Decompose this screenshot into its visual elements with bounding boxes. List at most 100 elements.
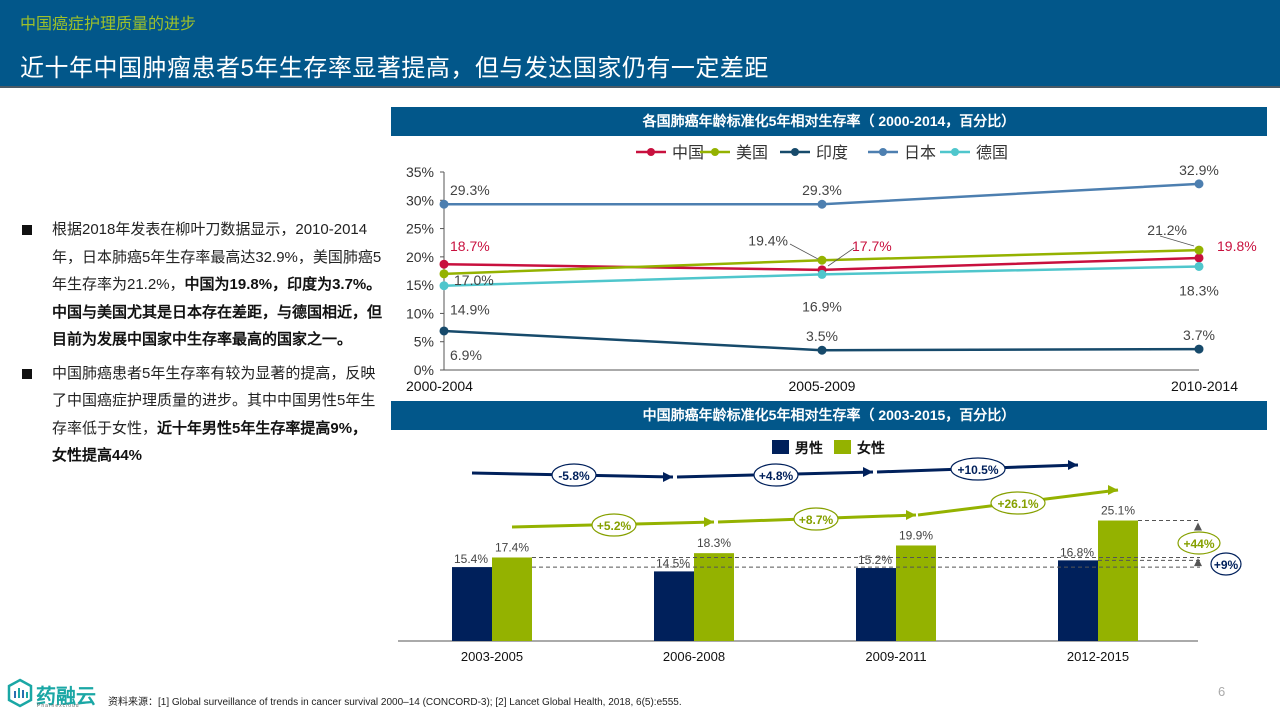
data-label: 15.2% xyxy=(858,553,892,567)
legend-label: 美国 xyxy=(736,144,768,162)
data-point xyxy=(817,255,827,265)
slide-header: 中国癌症护理质量的进步 近十年中国肿瘤患者5年生存率显著提高，但与发达国家仍有一… xyxy=(0,0,1280,88)
legend-marker-德国 xyxy=(951,148,959,156)
data-label: 14.5% xyxy=(656,556,690,570)
male-change-badge xyxy=(753,463,799,487)
data-label: 19.8% xyxy=(1217,238,1257,254)
data-point xyxy=(439,281,449,291)
data-label: 3.7% xyxy=(1183,327,1215,343)
y-tick-label: 15% xyxy=(406,277,434,293)
logo-subtext: Pharnexcloud xyxy=(37,703,80,709)
data-label: 16.8% xyxy=(1060,545,1094,559)
female-change-badge xyxy=(990,491,1046,515)
data-point xyxy=(1194,344,1204,354)
bar-female xyxy=(1098,520,1138,641)
data-label: 29.3% xyxy=(802,182,842,198)
male-total-badge xyxy=(1210,552,1242,576)
bar-female xyxy=(694,553,734,641)
x-tick-label: 2012-2015 xyxy=(1067,649,1129,664)
data-label: 15.4% xyxy=(454,552,488,566)
y-tick-label: 0% xyxy=(414,362,434,378)
leader-line xyxy=(1159,235,1195,247)
bar-male xyxy=(452,567,492,641)
male-change-badge-label: +4.8% xyxy=(759,469,794,483)
section-title: 中国癌症护理质量的进步 xyxy=(20,16,197,33)
arrow-head-icon xyxy=(663,472,673,482)
female-change-badge-label: +5.2% xyxy=(597,519,632,533)
data-point xyxy=(439,199,449,209)
legend-marker-印度 xyxy=(791,148,799,156)
leader-line xyxy=(827,247,855,267)
legend-label: 德国 xyxy=(976,144,1008,162)
data-label: 21.2% xyxy=(1147,222,1187,238)
arrow-up-icon xyxy=(1194,522,1202,531)
slide-title: 近十年中国肿瘤患者5年生存率显著提高，但与发达国家仍有一定差距 xyxy=(20,55,769,82)
female-change-badge-label: +8.7% xyxy=(799,513,834,527)
bar-chart-title: 中国肺癌年龄标准化5年相对生存率（ 2003-2015，百分比） xyxy=(391,401,1267,430)
data-label: 19.9% xyxy=(899,528,933,542)
bullet-list: 根据2018年发表在柳叶刀数据显示，2010-2014年，日本肺癌5年生存率最高… xyxy=(22,216,382,476)
page-number: 6 xyxy=(1218,684,1226,699)
bullet-text: 根据2018年发表在柳叶刀数据显示，2010-2014年，日本肺癌5年生存率最高… xyxy=(52,221,382,293)
x-tick-label: 2003-2005 xyxy=(461,649,523,664)
line-chart-title: 各国肺癌年龄标准化5年相对生存率（ 2000-2014，百分比） xyxy=(391,107,1267,136)
source-citation: 资料来源：[1] Global surveillance of trends i… xyxy=(108,697,682,708)
male-total-badge-label: +9% xyxy=(1214,558,1239,572)
legend-label: 女性 xyxy=(857,440,885,456)
data-label: 17.4% xyxy=(495,540,529,554)
male-change-badge xyxy=(551,463,597,487)
data-point xyxy=(439,269,449,279)
bullet-square-icon xyxy=(22,368,32,379)
bar-female xyxy=(896,545,936,641)
arrow-up-icon xyxy=(1194,558,1202,567)
data-label: 32.9% xyxy=(1179,162,1219,178)
data-point xyxy=(1194,261,1204,271)
bullet-square-icon xyxy=(22,225,32,235)
data-label: 16.9% xyxy=(802,298,842,314)
y-tick-label: 5% xyxy=(414,334,434,350)
data-label: 18.3% xyxy=(1179,282,1219,298)
female-change-badge-label: +26.1% xyxy=(997,497,1038,511)
data-point xyxy=(817,269,827,279)
data-label: 17.7% xyxy=(852,238,892,254)
bar-male xyxy=(856,568,896,641)
female-change-badge xyxy=(591,513,637,537)
male-change-badge-label: -5.8% xyxy=(558,469,590,483)
female-total-badge xyxy=(1177,531,1221,555)
legend-marker-日本 xyxy=(879,148,887,156)
bullet-item: 根据2018年发表在柳叶刀数据显示，2010-2014年，日本肺癌5年生存率最高… xyxy=(22,216,382,354)
arrow-head-icon xyxy=(1108,485,1118,495)
data-point xyxy=(817,199,827,209)
data-label: 29.3% xyxy=(450,182,490,198)
x-tick-label: 2005-2009 xyxy=(789,378,856,394)
female-change-badge xyxy=(793,507,839,531)
bullet-item: 中国肺癌患者5年生存率有较为显著的提高，反映了中国癌症护理质量的进步。其中中国男… xyxy=(22,360,382,470)
legend-swatch-女性 xyxy=(834,440,851,454)
y-tick-label: 10% xyxy=(406,305,434,321)
y-tick-label: 25% xyxy=(406,221,434,237)
bar-male xyxy=(1058,560,1098,641)
legend-label: 印度 xyxy=(816,144,848,162)
x-tick-label: 2009-2011 xyxy=(865,649,926,664)
data-label: 14.9% xyxy=(450,302,490,318)
data-label: 17.0% xyxy=(454,272,494,288)
legend-swatch-男性 xyxy=(772,440,789,454)
data-label: 19.4% xyxy=(748,232,788,248)
data-label: 3.5% xyxy=(806,328,838,344)
male-change-badge xyxy=(950,457,1006,481)
data-point xyxy=(439,259,449,269)
arrow-head-icon xyxy=(863,467,873,477)
y-tick-label: 35% xyxy=(406,164,434,180)
legend-label: 中国 xyxy=(672,144,704,162)
x-tick-label: 2000-2004 xyxy=(406,378,473,394)
data-label: 18.3% xyxy=(697,536,731,550)
y-tick-label: 30% xyxy=(406,192,434,208)
female-total-badge-label: +44% xyxy=(1183,537,1214,551)
data-point xyxy=(1194,245,1204,255)
logo-text: 药融云 xyxy=(36,686,96,708)
x-tick-label: 2006-2008 xyxy=(663,649,725,664)
male-change-badge-label: +10.5% xyxy=(957,463,998,477)
legend-label: 日本 xyxy=(904,144,936,162)
legend-marker-中国 xyxy=(647,148,655,156)
